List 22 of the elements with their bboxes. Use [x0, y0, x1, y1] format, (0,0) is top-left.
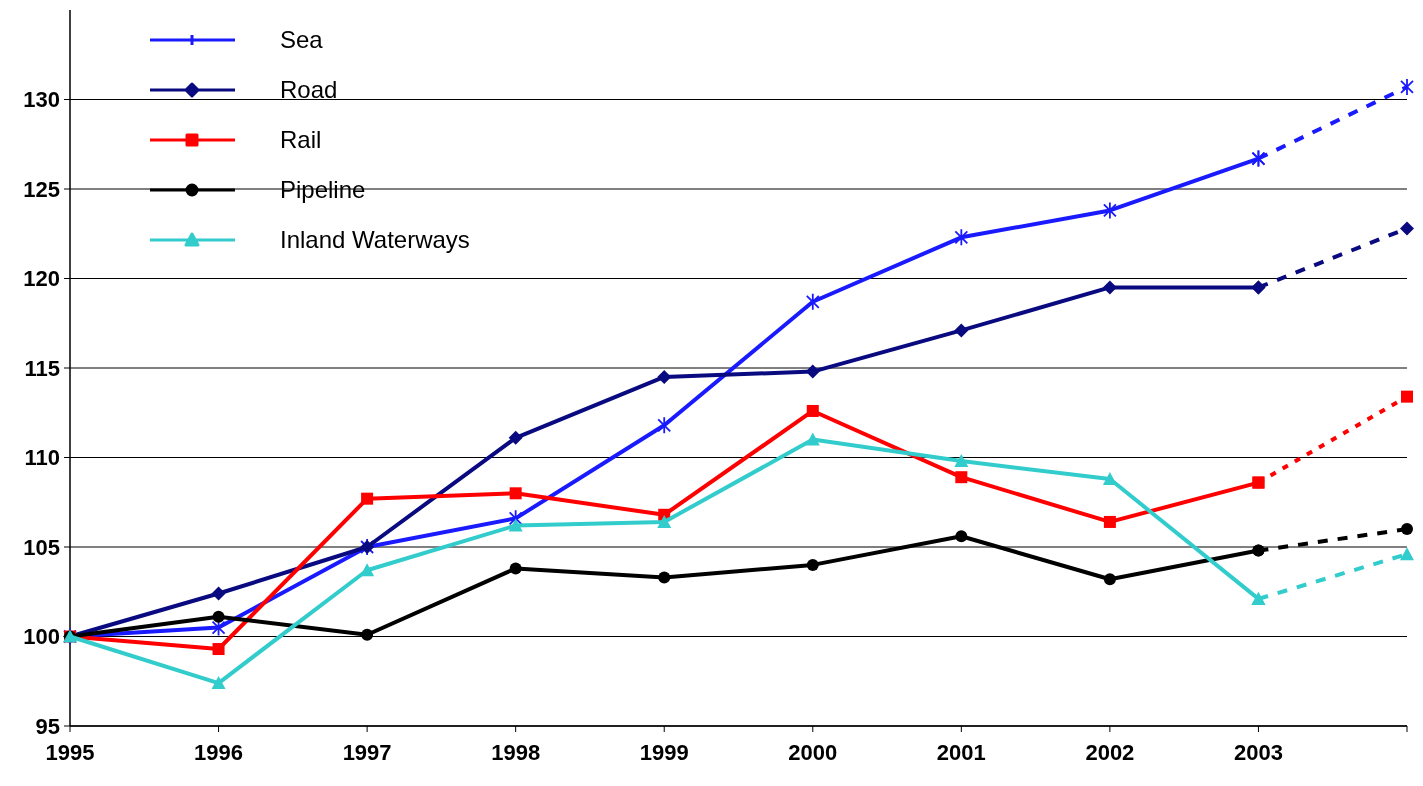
y-tick-label: 125	[23, 176, 60, 202]
y-tick-label: 130	[23, 87, 60, 113]
x-tick-label: 1999	[639, 740, 689, 765]
x-tick-label: 2003	[1233, 740, 1283, 765]
legend-label: Pipeline	[280, 176, 366, 204]
x-tick-label: 2001	[936, 740, 986, 765]
y-tick-label: 100	[23, 624, 60, 650]
y-tick-label: 120	[23, 266, 60, 292]
y-tick-label: 105	[23, 534, 60, 560]
y-tick-label: 110	[24, 445, 60, 471]
y-tick-label: 115	[24, 355, 60, 381]
x-tick-label: 1998	[491, 740, 541, 765]
legend-label: Road	[280, 76, 338, 104]
legend-label: Sea	[280, 26, 324, 54]
x-tick-label: 2002	[1085, 740, 1135, 765]
x-tick-label: 1995	[45, 740, 95, 765]
x-tick-label: 1997	[342, 740, 392, 765]
legend-label: Inland Waterways	[280, 226, 470, 254]
x-tick-label: 1996	[194, 740, 244, 765]
x-tick-label: 2000	[788, 740, 838, 765]
y-tick-label: 95	[35, 713, 60, 739]
legend-label: Rail	[280, 126, 322, 154]
